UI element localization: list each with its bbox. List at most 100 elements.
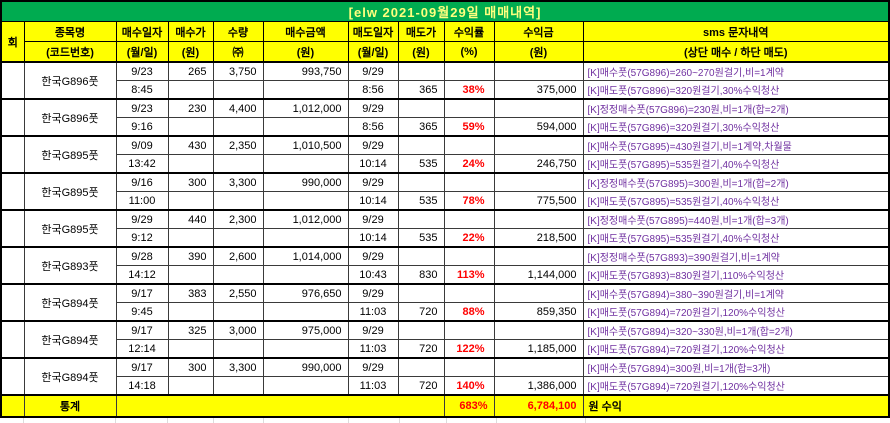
buy-price-cell[interactable]: 300 [167,172,214,192]
sell-date-cell[interactable]: 9/29 [347,209,399,229]
sms-buy-cell[interactable]: [K]매수풋(57G894)=320~330원,비=1개(합=2개) [582,320,890,340]
total-profit-cell[interactable]: 6,784,100 [493,394,584,418]
header-buy-date[interactable]: 매수일자 [115,21,169,42]
stock-name-cell[interactable]: 한국G894풋 [23,283,117,322]
header-row-no[interactable]: 회 [0,21,25,63]
sms-buy-cell[interactable]: [K]매수풋(57G894)=300원,비=1개(합=3개) [582,357,890,377]
profit-cell[interactable] [493,246,584,266]
quantity-cell[interactable] [212,154,264,174]
sell-price-cell[interactable]: 535 [397,228,445,248]
buy-price-cell[interactable]: 430 [167,135,214,155]
profit-cell[interactable]: 859,350 [493,302,584,322]
quantity-cell[interactable]: 2,300 [212,209,264,229]
quantity-cell[interactable] [212,265,264,285]
stock-name-cell[interactable]: 한국G895풋 [23,209,117,248]
profit-cell[interactable] [493,172,584,192]
sell-time-cell[interactable]: 11:03 [347,302,399,322]
buy-date-cell[interactable]: 9/16 [115,172,169,192]
buy-time-cell[interactable]: 12:14 [115,339,169,359]
buy-amount-cell[interactable] [262,191,349,211]
header-buy-price-unit[interactable]: (원) [167,41,214,63]
sms-buy-cell[interactable]: [K]정정매수풋(57G895)=300원,비=1개(합=2개) [582,172,890,192]
sell-time-cell[interactable]: 10:14 [347,228,399,248]
return-cell[interactable] [443,61,495,81]
return-cell[interactable]: 24% [443,154,495,174]
profit-cell[interactable] [493,98,584,118]
sell-price-cell[interactable] [397,246,445,266]
quantity-cell[interactable] [212,376,264,396]
buy-time-cell[interactable]: 9:16 [115,117,169,137]
buy-date-cell[interactable]: 9/23 [115,98,169,118]
return-cell[interactable]: 140% [443,376,495,396]
sell-price-cell[interactable]: 535 [397,191,445,211]
sell-price-cell[interactable]: 830 [397,265,445,285]
quantity-cell[interactable] [212,228,264,248]
sell-price-cell[interactable]: 720 [397,376,445,396]
sell-price-cell[interactable]: 720 [397,302,445,322]
buy-price-cell[interactable] [167,228,214,248]
sell-date-cell[interactable]: 9/29 [347,98,399,118]
header-sell-price-unit[interactable]: (원) [397,41,445,63]
return-cell[interactable] [443,357,495,377]
sell-time-cell[interactable]: 8:56 [347,80,399,100]
header-sms[interactable]: sms 문자내역 [582,21,890,42]
stock-name-cell[interactable]: 한국G894풋 [23,357,117,396]
return-cell[interactable]: 59% [443,117,495,137]
buy-date-cell[interactable]: 9/09 [115,135,169,155]
header-sell-date[interactable]: 매도일자 [347,21,399,42]
header-buy-date-unit[interactable]: (월/일) [115,41,169,63]
return-cell[interactable] [443,172,495,192]
buy-date-cell[interactable]: 9/17 [115,283,169,303]
row-no-cell[interactable] [0,246,25,285]
quantity-cell[interactable]: 3,300 [212,172,264,192]
sell-date-cell[interactable]: 9/29 [347,135,399,155]
sell-date-cell[interactable]: 9/29 [347,61,399,81]
buy-date-cell[interactable]: 9/23 [115,61,169,81]
sell-date-cell[interactable]: 9/29 [347,320,399,340]
sms-buy-cell[interactable]: [K]정정매수풋(57G893)=390원걸기,비=1계약 [582,246,890,266]
sms-sell-cell[interactable]: [K]매도풋(57G894)=720원걸기,120%수익청산 [582,339,890,359]
sell-price-cell[interactable]: 365 [397,117,445,137]
sms-sell-cell[interactable]: [K]매도풋(57G894)=720원걸기,120%수익청산 [582,302,890,322]
sms-buy-cell[interactable]: [K]정정매수풋(57G896)=230원,비=1개(합=2개) [582,98,890,118]
sell-price-cell[interactable]: 535 [397,154,445,174]
total-label-cell[interactable]: 통계 [23,394,117,418]
buy-price-cell[interactable] [167,339,214,359]
buy-date-cell[interactable]: 9/17 [115,357,169,377]
buy-price-cell[interactable] [167,117,214,137]
return-cell[interactable]: 113% [443,265,495,285]
buy-amount-cell[interactable]: 1,010,500 [262,135,349,155]
buy-price-cell[interactable]: 440 [167,209,214,229]
profit-cell[interactable] [493,283,584,303]
quantity-cell[interactable]: 2,350 [212,135,264,155]
row-no-cell[interactable] [0,357,25,396]
quantity-cell[interactable]: 4,400 [212,98,264,118]
buy-time-cell[interactable]: 13:42 [115,154,169,174]
sell-time-cell[interactable]: 11:03 [347,339,399,359]
stock-name-cell[interactable]: 한국G893풋 [23,246,117,285]
buy-amount-cell[interactable] [262,154,349,174]
return-cell[interactable] [443,246,495,266]
sms-sell-cell[interactable]: [K]매도풋(57G895)=535원걸기,40%수익청산 [582,228,890,248]
stock-name-cell[interactable]: 한국G895풋 [23,172,117,211]
buy-price-cell[interactable]: 383 [167,283,214,303]
profit-cell[interactable]: 375,000 [493,80,584,100]
sell-price-cell[interactable] [397,209,445,229]
return-cell[interactable] [443,209,495,229]
report-title-cell[interactable]: [elw 2021-09월29일 매매내역] [0,0,890,22]
sell-price-cell[interactable] [397,135,445,155]
profit-cell[interactable] [493,61,584,81]
sell-time-cell[interactable]: 10:14 [347,154,399,174]
return-cell[interactable] [443,320,495,340]
profit-cell[interactable] [493,209,584,229]
buy-amount-cell[interactable] [262,117,349,137]
sell-price-cell[interactable] [397,98,445,118]
profit-cell[interactable]: 1,185,000 [493,339,584,359]
buy-price-cell[interactable] [167,80,214,100]
buy-time-cell[interactable]: 11:00 [115,191,169,211]
sell-time-cell[interactable]: 11:03 [347,376,399,396]
header-return[interactable]: 수익률 [443,21,495,42]
total-suffix-cell[interactable]: 원 수익 [582,394,890,418]
stock-name-cell[interactable]: 한국G894풋 [23,320,117,359]
return-cell[interactable]: 122% [443,339,495,359]
